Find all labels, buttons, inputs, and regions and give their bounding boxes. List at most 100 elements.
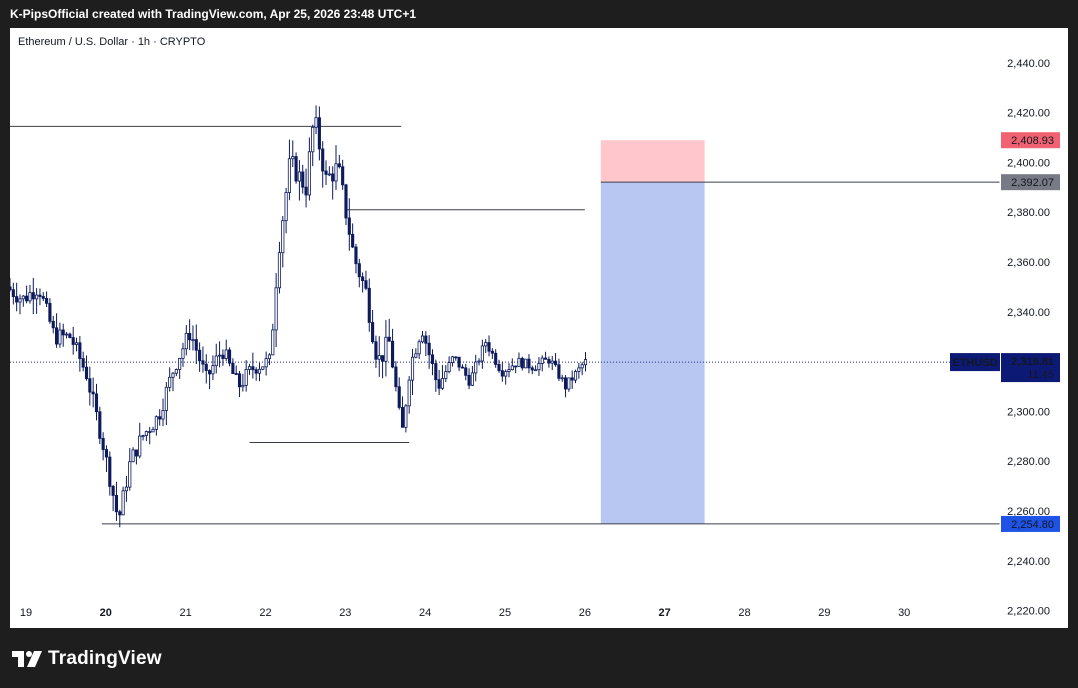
x-tick-label: 27 bbox=[659, 607, 671, 619]
candle bbox=[201, 346, 205, 373]
candle-body bbox=[384, 336, 388, 362]
candle bbox=[114, 481, 119, 521]
take-profit-zone bbox=[600, 182, 705, 524]
candle-body bbox=[108, 456, 112, 487]
ticker-badge bbox=[950, 353, 1000, 372]
candle bbox=[101, 432, 105, 461]
candle bbox=[161, 398, 165, 427]
tradingview-logo[interactable]: TradingView bbox=[12, 648, 162, 670]
candle bbox=[148, 426, 152, 445]
candle-body bbox=[171, 372, 175, 378]
candle-body bbox=[454, 356, 458, 359]
candle bbox=[164, 382, 168, 426]
candle bbox=[457, 356, 461, 372]
candle bbox=[104, 445, 109, 473]
candle-body bbox=[188, 332, 192, 341]
candle-body bbox=[394, 366, 398, 388]
candle bbox=[301, 164, 305, 194]
x-tick-label: 21 bbox=[180, 607, 192, 619]
y-tick-label: 2,240.00 bbox=[1007, 556, 1050, 568]
candle-body bbox=[404, 405, 408, 428]
candle bbox=[351, 223, 355, 249]
candle-body bbox=[534, 369, 538, 372]
candle bbox=[327, 166, 331, 177]
candle bbox=[264, 351, 268, 376]
candle-body bbox=[284, 192, 288, 222]
candle bbox=[281, 216, 285, 268]
candle bbox=[158, 409, 162, 426]
y-tick-label: 2,400.00 bbox=[1007, 157, 1050, 169]
price-chart[interactable]: 2,220.00 2,240.00 2,260.00 2,280.00 2,300.00… bbox=[10, 28, 1068, 628]
candle bbox=[304, 168, 308, 208]
y-tick-label: 2,280.00 bbox=[1007, 456, 1050, 468]
candle bbox=[460, 364, 464, 369]
candle-body bbox=[407, 379, 411, 407]
candle bbox=[11, 282, 15, 305]
candle-body bbox=[474, 361, 478, 374]
candle-body bbox=[28, 292, 32, 302]
candle-body bbox=[371, 322, 375, 343]
candle bbox=[357, 258, 361, 288]
candle bbox=[344, 183, 348, 226]
candle bbox=[81, 351, 85, 372]
candle bbox=[437, 369, 441, 396]
candle bbox=[367, 278, 371, 332]
candle-body bbox=[583, 359, 588, 366]
candle bbox=[61, 323, 65, 347]
candle-body bbox=[164, 386, 168, 411]
candle-body bbox=[38, 294, 42, 297]
candle bbox=[560, 374, 564, 382]
candle bbox=[510, 358, 514, 371]
candle bbox=[261, 366, 265, 371]
candle bbox=[354, 243, 358, 274]
candle bbox=[131, 447, 135, 463]
candle bbox=[287, 139, 291, 201]
candle bbox=[181, 342, 185, 367]
candle-body bbox=[321, 148, 325, 172]
candle-body bbox=[84, 366, 89, 380]
candle bbox=[291, 140, 295, 168]
candle bbox=[361, 272, 365, 293]
candle bbox=[500, 361, 504, 382]
chart-attribution: K-PipsOfficial created with TradingView.… bbox=[10, 7, 417, 21]
candle-body bbox=[178, 357, 182, 370]
candle-body bbox=[224, 349, 228, 359]
candle-body bbox=[18, 298, 22, 303]
candle bbox=[94, 383, 99, 421]
candle-body bbox=[570, 377, 574, 381]
candle bbox=[274, 273, 278, 348]
candle bbox=[544, 351, 548, 360]
candle bbox=[91, 377, 95, 408]
candle bbox=[194, 324, 198, 365]
candle bbox=[454, 356, 458, 361]
candle-body bbox=[234, 373, 238, 375]
candle-body bbox=[194, 339, 198, 351]
candle-body bbox=[227, 349, 232, 364]
candle bbox=[341, 159, 345, 190]
candle bbox=[397, 377, 401, 410]
candle-body bbox=[580, 364, 584, 369]
candle-body bbox=[151, 428, 155, 433]
candle bbox=[25, 285, 29, 304]
candle-body bbox=[144, 431, 148, 436]
symbol-title[interactable]: Ethereum / U.S. Dollar · 1h · CRYPTO bbox=[18, 36, 206, 48]
price-level-value: 2,254.80 bbox=[1011, 519, 1054, 531]
candle bbox=[374, 335, 378, 368]
candle bbox=[271, 323, 275, 356]
candle bbox=[470, 366, 474, 387]
chart-area[interactable]: 2,220.00 2,240.00 2,260.00 2,280.00 2,300.00… bbox=[10, 28, 1068, 628]
candle bbox=[188, 319, 192, 351]
candle bbox=[267, 353, 272, 365]
candle bbox=[417, 339, 421, 359]
candle bbox=[331, 166, 335, 200]
ticker-label: ETHUSD bbox=[950, 353, 1000, 372]
candle bbox=[297, 160, 301, 201]
candle-body bbox=[427, 342, 431, 356]
candle-body bbox=[267, 354, 272, 360]
candle bbox=[111, 484, 115, 511]
candle bbox=[537, 357, 541, 376]
candle-body bbox=[337, 163, 341, 168]
candle bbox=[524, 358, 528, 369]
candle bbox=[577, 362, 581, 379]
candle bbox=[74, 337, 79, 352]
